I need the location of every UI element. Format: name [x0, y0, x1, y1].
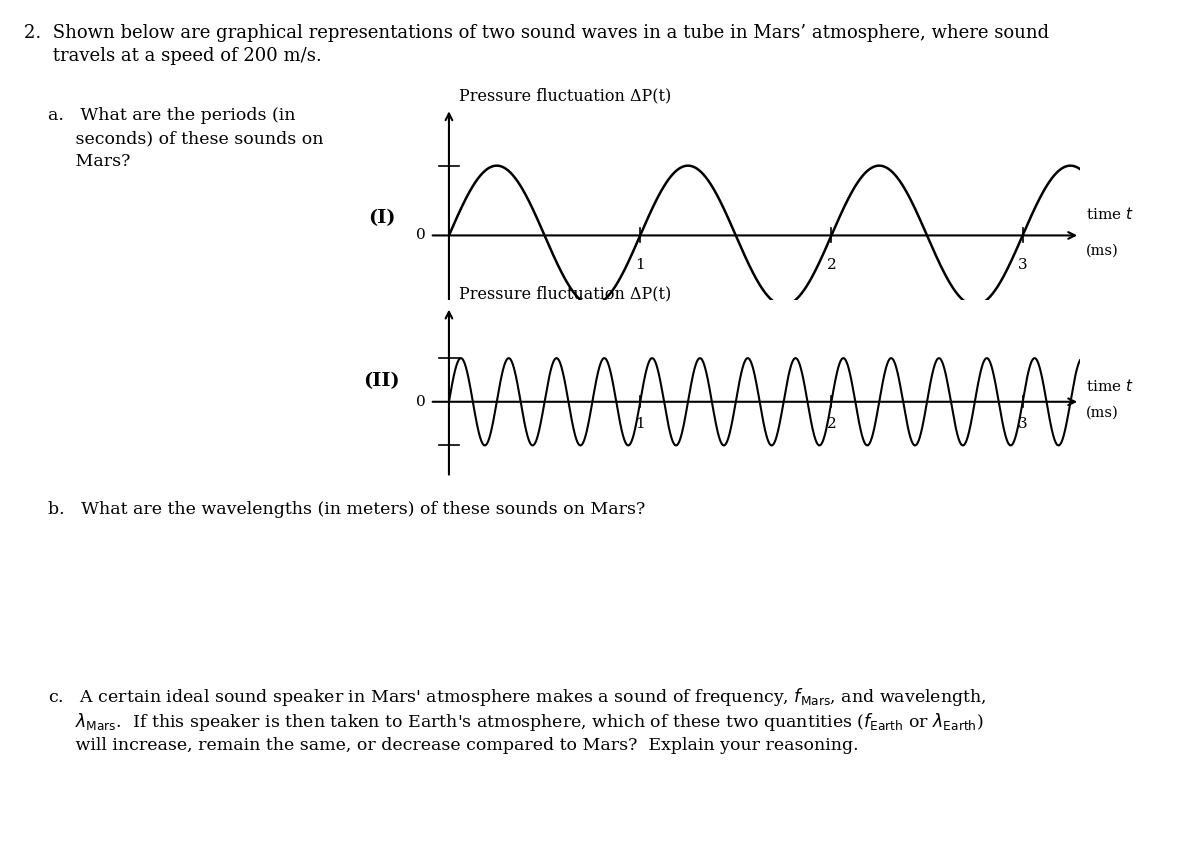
Text: a.   What are the periods (in: a. What are the periods (in	[48, 107, 295, 124]
Text: Pressure fluctuation ΔP(t): Pressure fluctuation ΔP(t)	[458, 286, 671, 303]
Text: $\lambda_{\rm Mars}$.  If this speaker is then taken to Earth's atmosphere, whic: $\lambda_{\rm Mars}$. If this speaker is…	[48, 711, 984, 734]
Text: c.   A certain ideal sound speaker in Mars' atmosphere makes a sound of frequenc: c. A certain ideal sound speaker in Mars…	[48, 686, 986, 708]
Text: (II): (II)	[364, 372, 400, 391]
Text: 3: 3	[1018, 258, 1027, 272]
Text: travels at a speed of 200 m/s.: travels at a speed of 200 m/s.	[24, 47, 322, 65]
Text: Mars?: Mars?	[48, 153, 131, 171]
Text: 0: 0	[416, 229, 426, 243]
Text: 1: 1	[635, 258, 646, 272]
Text: 3: 3	[1018, 417, 1027, 431]
Text: will increase, remain the same, or decrease compared to Mars?  Explain your reas: will increase, remain the same, or decre…	[48, 737, 859, 754]
Text: 2: 2	[827, 417, 836, 431]
Text: time $t$: time $t$	[1086, 378, 1134, 394]
Text: 2.  Shown below are graphical representations of two sound waves in a tube in Ma: 2. Shown below are graphical representat…	[24, 24, 1049, 42]
Text: 2: 2	[827, 258, 836, 272]
Text: (ms): (ms)	[1086, 405, 1118, 419]
Text: 0: 0	[416, 395, 426, 409]
Text: seconds) of these sounds on: seconds) of these sounds on	[48, 130, 324, 147]
Text: (ms): (ms)	[1086, 243, 1118, 258]
Text: (I): (I)	[368, 209, 395, 228]
Text: 1: 1	[635, 417, 646, 431]
Text: b.   What are the wavelengths (in meters) of these sounds on Mars?: b. What are the wavelengths (in meters) …	[48, 501, 646, 518]
Text: time $t$: time $t$	[1086, 207, 1134, 223]
Text: Pressure fluctuation ΔP(t): Pressure fluctuation ΔP(t)	[458, 87, 671, 105]
